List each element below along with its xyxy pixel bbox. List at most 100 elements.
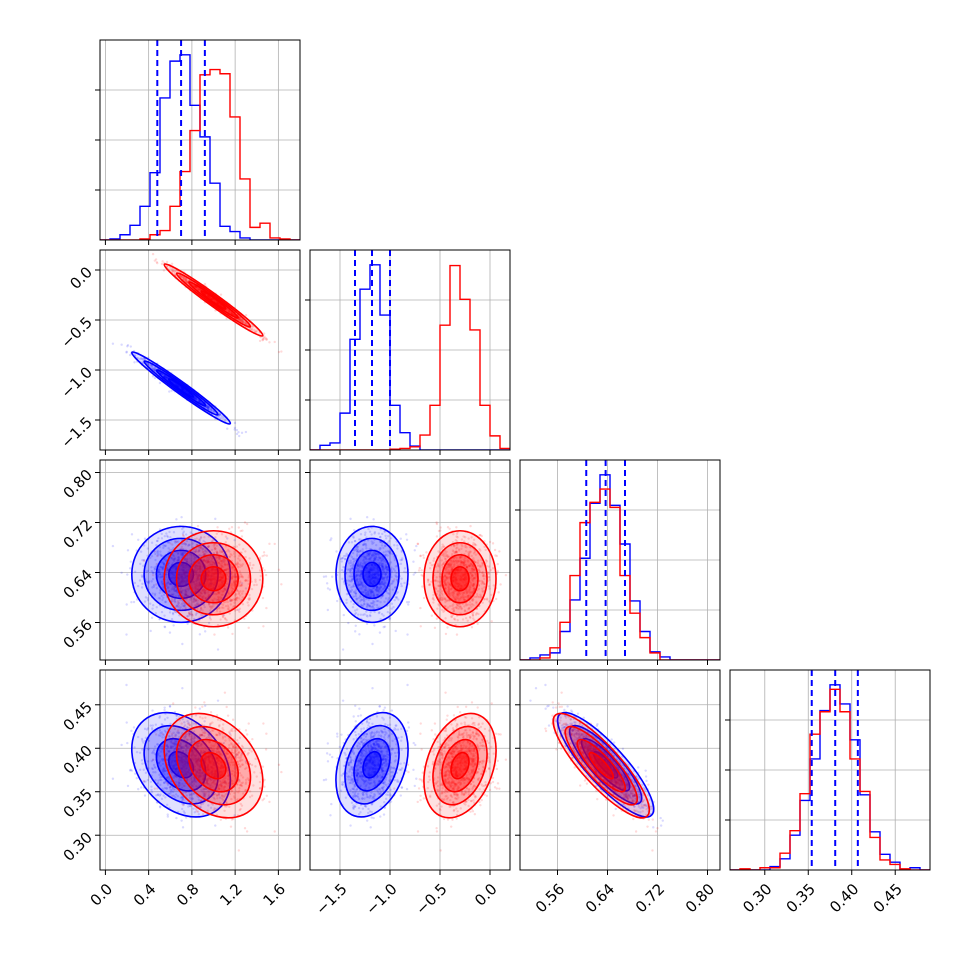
sample-point	[152, 367, 155, 371]
sample-point	[447, 592, 450, 596]
sample-point	[224, 568, 228, 572]
sample-point	[211, 298, 214, 301]
sample-point	[214, 547, 217, 551]
sample-point	[341, 556, 344, 560]
sample-point	[196, 288, 200, 291]
sample-point	[178, 574, 182, 577]
sample-point	[240, 574, 243, 577]
sample-point	[203, 592, 207, 595]
sample-point	[187, 587, 190, 591]
sample-point	[261, 338, 264, 341]
sample-point	[353, 557, 356, 560]
sample-point	[238, 554, 241, 558]
sample-point	[374, 553, 378, 557]
sample-point	[183, 605, 187, 608]
sample-point	[180, 579, 184, 583]
sample-point	[449, 559, 453, 563]
sample-point	[198, 574, 202, 577]
sample-point	[370, 576, 373, 579]
sample-point	[345, 592, 349, 596]
sample-point	[378, 556, 381, 560]
sample-point	[217, 556, 220, 559]
sample-point	[443, 581, 447, 585]
sample-point	[194, 566, 197, 570]
sample-point	[157, 537, 160, 540]
sample-point	[384, 597, 388, 600]
sample-point	[241, 603, 245, 606]
sample-point	[382, 568, 386, 571]
sample-point	[238, 559, 242, 562]
sample-point	[151, 571, 155, 575]
sample-point	[155, 544, 158, 547]
sample-point	[451, 567, 454, 570]
sample-point	[258, 578, 262, 582]
sample-point	[375, 587, 378, 591]
sample-point	[414, 571, 417, 574]
sample-point	[195, 577, 198, 580]
sample-point	[468, 588, 471, 591]
sample-point	[181, 589, 185, 592]
sample-point	[198, 569, 202, 573]
sample-point	[454, 550, 458, 553]
sample-point	[183, 572, 186, 576]
sample-point	[458, 587, 462, 590]
sample-point	[213, 568, 216, 572]
sample-point	[485, 598, 489, 601]
sample-point	[238, 594, 242, 597]
sample-point	[120, 343, 123, 346]
sample-point	[195, 398, 198, 401]
sample-point	[461, 593, 465, 597]
sample-point	[233, 582, 237, 585]
sample-point	[233, 601, 236, 604]
sample-point	[180, 563, 184, 566]
sample-point	[369, 589, 372, 592]
sample-point	[157, 596, 161, 600]
sample-point	[177, 556, 180, 559]
sample-point	[463, 564, 467, 567]
sample-point	[165, 375, 168, 379]
sample-point	[147, 582, 150, 585]
sample-point	[165, 377, 168, 380]
sample-point	[379, 586, 383, 589]
sample-point	[199, 546, 202, 549]
sample-point	[199, 608, 203, 611]
sample-point	[446, 555, 450, 558]
sample-point	[371, 542, 374, 545]
sample-point	[384, 565, 387, 568]
sample-point	[384, 554, 387, 557]
sample-point	[161, 582, 164, 586]
sample-point	[198, 567, 202, 571]
sample-point	[177, 604, 181, 607]
sample-point	[210, 574, 214, 578]
sample-point	[171, 586, 174, 589]
sample-point	[464, 559, 467, 563]
sample-point	[455, 578, 458, 581]
sample-point	[367, 569, 370, 572]
sample-point	[233, 581, 236, 584]
sample-point	[444, 574, 447, 577]
sample-point	[167, 590, 171, 593]
sample-point	[364, 584, 367, 588]
sample-point	[217, 598, 220, 601]
sample-point	[179, 568, 183, 571]
sample-point	[403, 567, 407, 570]
sample-point	[207, 295, 210, 298]
sample-point	[452, 533, 455, 536]
sample-point	[413, 549, 416, 552]
sample-point	[180, 275, 184, 278]
sample-point	[384, 573, 388, 576]
sample-point	[173, 599, 176, 603]
sample-point	[209, 618, 213, 621]
sample-point	[359, 579, 362, 582]
sample-point	[140, 574, 144, 577]
sample-point	[199, 536, 203, 539]
sample-point	[174, 540, 178, 543]
sample-point	[357, 580, 360, 584]
sample-point	[204, 597, 207, 601]
sample-point	[233, 569, 236, 572]
sample-point	[142, 558, 146, 562]
contour-blue	[143, 360, 219, 416]
sample-point	[375, 543, 378, 547]
sample-point	[171, 270, 174, 273]
sample-point	[239, 572, 242, 576]
